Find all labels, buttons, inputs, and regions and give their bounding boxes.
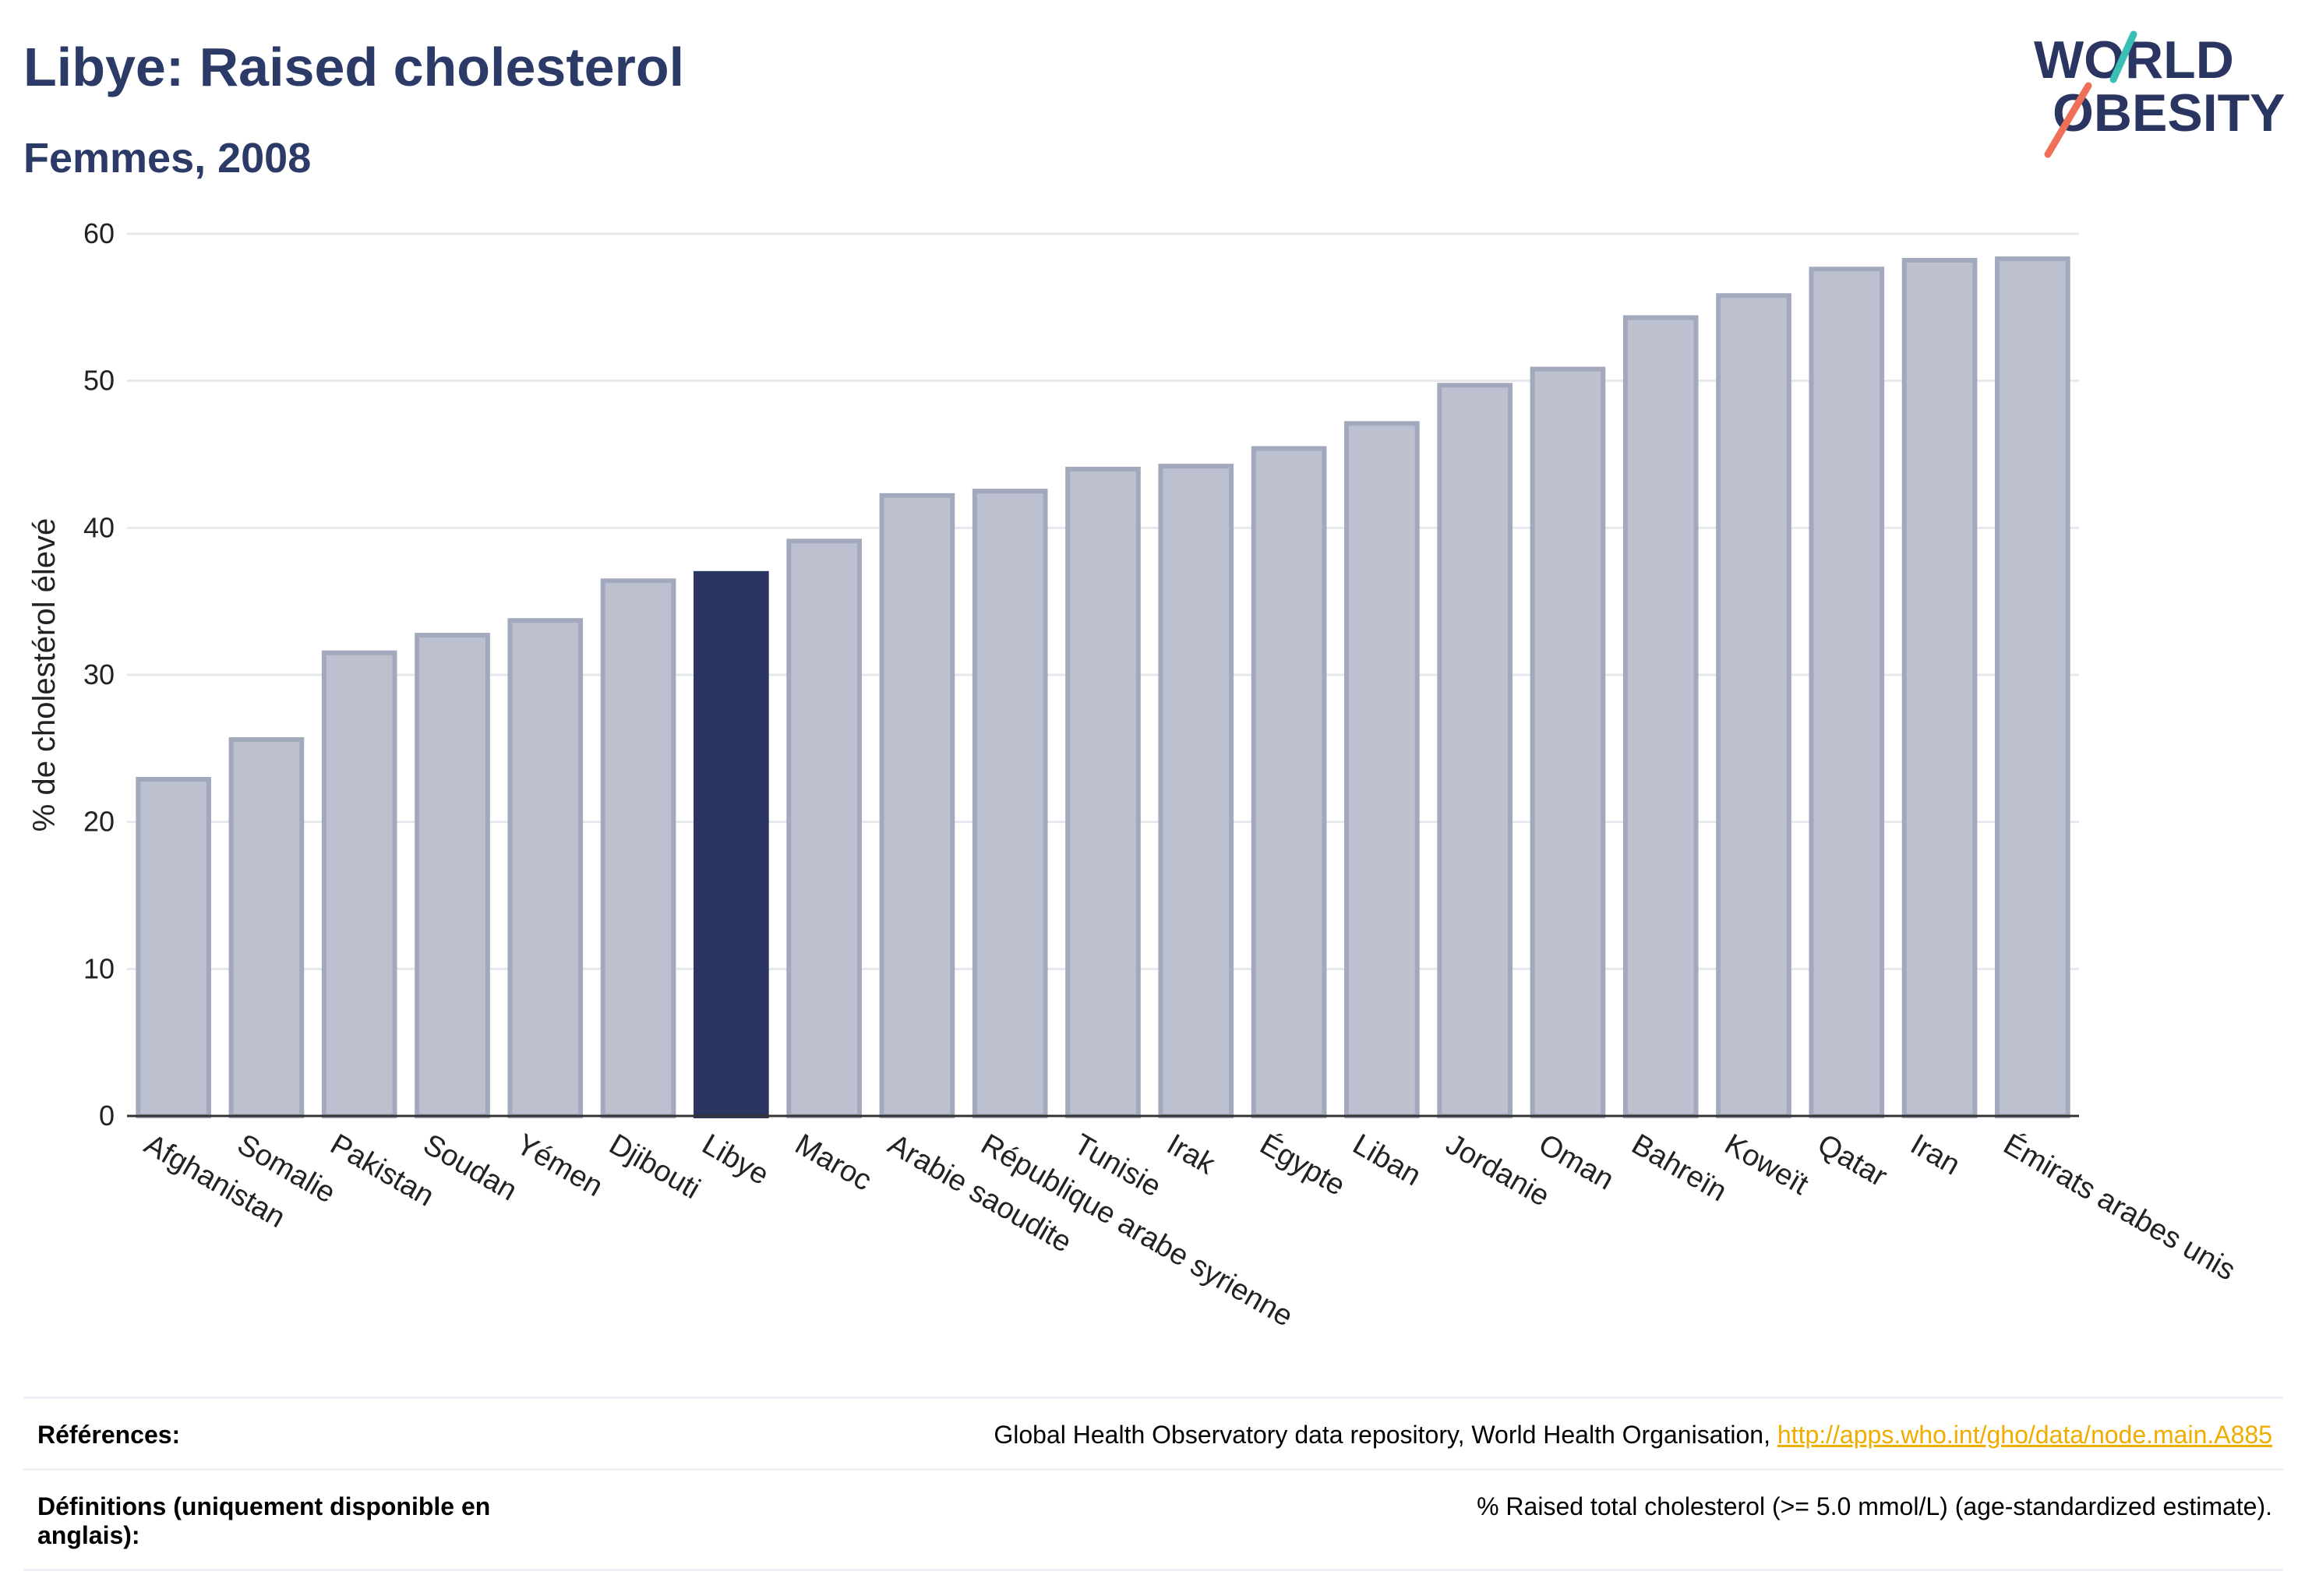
bar-tunisie — [1065, 466, 1141, 1118]
bar-djibouti — [600, 578, 676, 1118]
x-tick-label: Djibouti — [604, 1128, 706, 1206]
references-link[interactable]: http://apps.who.int/gho/data/node.main.A… — [1777, 1421, 2272, 1449]
logo-slash-coral — [2044, 82, 2092, 158]
bar-arabie-saoudite — [879, 493, 955, 1118]
x-tick-label: Irak — [1161, 1128, 1221, 1181]
x-tick-label: Égypte — [1255, 1128, 1351, 1202]
y-tick-label: 10 — [83, 952, 115, 984]
bar-chart: 0 10 20 30 40 50 60 AfghanistanSomaliePakistan… — [27, 217, 2241, 1333]
x-tick-label: Yémen — [510, 1128, 608, 1203]
bar-république-arabe-syrienne — [972, 489, 1048, 1118]
bar-soudan — [415, 633, 490, 1118]
bar-iran — [1901, 257, 1978, 1119]
bar-afghanistan — [136, 776, 211, 1118]
bar-bahreïn — [1622, 315, 1699, 1118]
x-tick-label: Iran — [1905, 1128, 1966, 1181]
logo-slash-teal — [2109, 30, 2137, 83]
logo-text-obesity: OBESITY — [2053, 83, 2286, 143]
bar-émirats-arabes-unis — [1995, 256, 2070, 1118]
y-tick-label: 20 — [83, 806, 115, 838]
references-source-text: Global Health Observatory data repositor… — [994, 1421, 1770, 1449]
x-tick-label: Qatar — [1812, 1128, 1893, 1193]
x-tick-label: Maroc — [789, 1128, 877, 1197]
bar-irak — [1158, 464, 1234, 1118]
world-obesity-logo: WORLD OBESITY — [2034, 30, 2286, 158]
definitions-value: % Raised total cholesterol (>= 5.0 mmol/… — [1477, 1492, 2272, 1520]
y-tick-label: 0 — [99, 1100, 115, 1132]
references-table: Références: Global Health Observatory da… — [23, 1396, 2283, 1571]
definitions-row: Définitions (uniquement disponible en an… — [23, 1469, 2283, 1570]
bar-yémen — [507, 618, 584, 1118]
x-tick-label: Bahreïn — [1626, 1128, 1732, 1208]
references-row: Références: Global Health Observatory da… — [23, 1397, 2283, 1470]
x-tick-label: Pakistan — [325, 1128, 439, 1213]
references-label: Références: — [37, 1421, 181, 1449]
x-tick-label: Liban — [1347, 1128, 1427, 1192]
y-axis-label: % de cholestérol élevé — [27, 518, 62, 832]
y-tick-labels: 0 10 20 30 40 50 60 — [83, 217, 115, 1132]
x-tick-label: Libye — [697, 1128, 775, 1192]
y-tick-label: 60 — [83, 217, 115, 249]
bar-égypte — [1251, 446, 1327, 1118]
x-tick-labels: AfghanistanSomaliePakistanSoudanYémenDji… — [139, 1128, 2241, 1333]
bar-oman — [1530, 366, 1606, 1119]
chart-subtitle: Femmes, 2008 — [23, 135, 312, 182]
x-tick-label: Jordanie — [1440, 1128, 1555, 1213]
bar-koweït — [1716, 293, 1791, 1118]
bar-jordanie — [1437, 383, 1513, 1118]
x-tick-label: Koweït — [1719, 1128, 1814, 1202]
references-value: Global Health Observatory data repositor… — [598, 1398, 2283, 1470]
y-tick-label: 50 — [83, 365, 115, 397]
y-tick-label: 30 — [83, 659, 115, 690]
bar-maroc — [786, 538, 862, 1118]
bar-somalie — [228, 737, 305, 1118]
chart-title: Libye: Raised cholesterol — [23, 37, 685, 97]
y-tick-label: 40 — [83, 511, 115, 543]
bar-pakistan — [321, 650, 397, 1118]
definitions-label: Définitions (uniquement disponible en an… — [37, 1492, 491, 1549]
bar-qatar — [1809, 267, 1885, 1118]
x-tick-label: Émirats arabes unis — [1998, 1128, 2241, 1287]
bars — [136, 256, 2070, 1119]
bar-libye — [694, 570, 769, 1118]
bar-liban — [1344, 421, 1420, 1118]
x-tick-label: Soudan — [418, 1128, 522, 1207]
